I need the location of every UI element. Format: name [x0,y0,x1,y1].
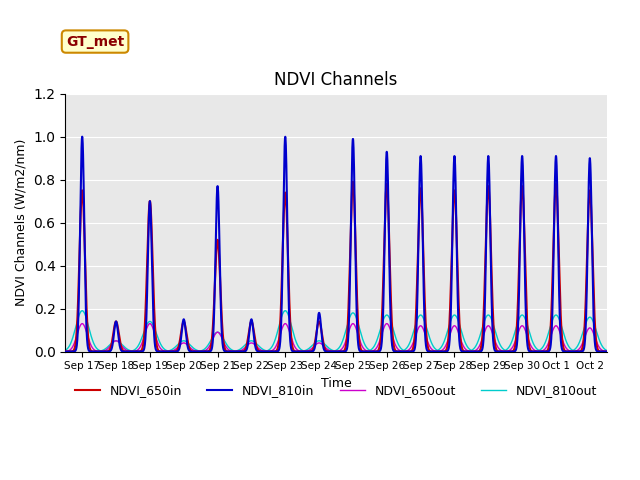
Text: GT_met: GT_met [66,35,124,48]
X-axis label: Time: Time [321,377,351,390]
Legend: NDVI_650in, NDVI_810in, NDVI_650out, NDVI_810out: NDVI_650in, NDVI_810in, NDVI_650out, NDV… [70,379,602,402]
Y-axis label: NDVI Channels (W/m2/nm): NDVI Channels (W/m2/nm) [15,139,28,306]
Title: NDVI Channels: NDVI Channels [275,72,397,89]
